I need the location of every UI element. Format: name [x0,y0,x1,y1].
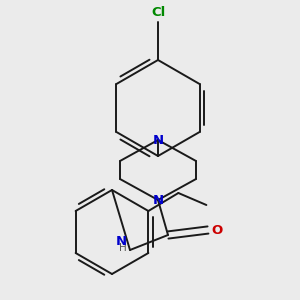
Text: Cl: Cl [151,6,165,19]
Text: N: N [152,194,164,206]
Text: O: O [211,224,222,236]
Text: N: N [152,134,164,146]
Text: N: N [116,235,127,248]
Text: H: H [119,243,127,253]
